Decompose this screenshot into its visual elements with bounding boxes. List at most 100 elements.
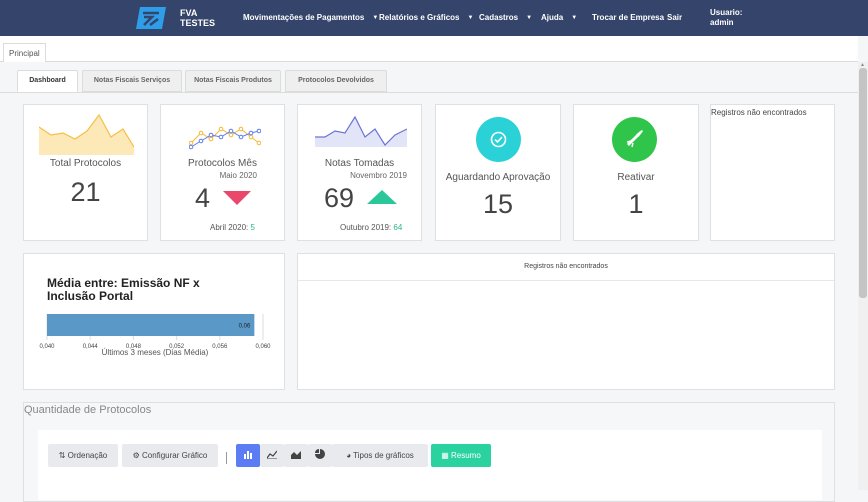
button-label: Tipos de gráficos — [353, 451, 414, 460]
company-logo-icon[interactable] — [134, 5, 168, 31]
menu-trocar-empresa[interactable]: Trocar de Empresa — [592, 13, 664, 22]
registros-panel: Registros não encontrados — [297, 253, 835, 390]
empty-message: Registros não encontrados — [524, 263, 608, 270]
menu-label: Cadastros — [479, 13, 519, 22]
table-icon: ▦ — [441, 451, 449, 460]
pie-chart-button[interactable] — [308, 444, 332, 467]
tipos-graficos-button[interactable]: ◕ Tipos de gráficos — [332, 444, 428, 467]
card-value: 1 — [628, 189, 644, 219]
line-chart-button[interactable] — [260, 444, 284, 467]
card-previous: Outubro 2019: 64 — [340, 223, 402, 232]
card-registros: Registros não encontrados — [710, 104, 835, 241]
brand-name: FVA TESTES — [180, 8, 215, 28]
card-title: Total Protocolos — [49, 158, 122, 169]
section-title: Quantidade de Protocolos — [24, 404, 152, 416]
gear-icon: ⚙ — [132, 451, 140, 460]
sort-icon: ⇅ — [58, 451, 66, 460]
previous-label: Outubro 2019: — [340, 223, 392, 232]
chart-xlabel: Últimos 3 meses (Dias Média) — [101, 348, 209, 357]
card-title: Reativar — [617, 172, 655, 183]
user-name: admin — [710, 18, 734, 27]
menu-relatorios[interactable]: Relatórios e Gráficos ▼ — [379, 13, 473, 22]
page-scrollbar[interactable]: ▲ — [858, 62, 868, 490]
menu-label: Trocar de Empresa — [592, 13, 665, 22]
previous-value: 5 — [250, 223, 255, 232]
bar-chart-button[interactable] — [236, 444, 260, 467]
card-title: Protocolos Mês — [188, 158, 257, 169]
menu-ajuda[interactable]: Ajuda ▼ — [541, 13, 577, 22]
caret-down-icon: ▼ — [526, 15, 533, 21]
menu-sair[interactable]: Sair — [667, 13, 682, 22]
card-total-protocolos[interactable]: Total Protocolos 21 — [23, 104, 148, 241]
configurar-grafico-button[interactable]: ⚙ Configurar Gráfico — [122, 444, 218, 467]
user-label: Usuario: — [710, 8, 743, 17]
card-notas-tomadas[interactable]: Notas Tomadas Novembro 2019 69 Outubro 2… — [297, 104, 422, 241]
sparkline-line-chart — [189, 126, 261, 150]
menu-label: Ajuda — [541, 13, 564, 22]
tick-label: 0,060 — [255, 344, 271, 350]
card-media-chart: Média entre: Emissão NF x Inclusão Porta… — [23, 253, 285, 390]
button-label: Resumo — [451, 451, 481, 460]
card-title: Notas Tomadas — [324, 158, 395, 169]
check-circle-icon — [476, 117, 521, 162]
empty-message: Registros não encontrados — [711, 108, 807, 117]
previous-value: 64 — [393, 223, 403, 232]
subtab-divider — [0, 92, 858, 93]
card-value: 15 — [482, 189, 514, 219]
dashboard-content: Dashboard Notas Fiscais Serviços Notas F… — [0, 62, 858, 502]
card-reativar[interactable]: Reativar 1 — [573, 104, 699, 241]
pie-chart-icon: ◕ — [346, 451, 352, 460]
card-value: 21 — [70, 177, 101, 207]
card-previous: Abril 2020: 5 — [210, 223, 255, 232]
card-value: 4 — [195, 183, 211, 213]
scrollbar-thumb[interactable] — [859, 68, 867, 298]
user-info[interactable]: Usuario: admin — [710, 8, 742, 28]
main-tab-divider — [0, 61, 858, 62]
toolbar-separator — [226, 452, 227, 464]
chart-toolbar-area: ⇅ Ordenação ⚙ Configurar Gráfico — [38, 430, 822, 500]
resumo-button[interactable]: ▦ Resumo — [431, 444, 491, 467]
caret-down-icon: ▼ — [467, 15, 474, 21]
tab-notas-produtos[interactable]: Notas Fiscais Produtos — [185, 70, 281, 92]
card-aguardando-aprovacao[interactable]: Aguardando Aprovação 15 — [435, 104, 561, 241]
tab-principal[interactable]: Principal — [3, 43, 46, 62]
ordenacao-button[interactable]: ⇅ Ordenação — [48, 444, 118, 467]
pie-chart-icon — [315, 449, 325, 459]
media-bar-chart: 0,06 0,040 0,044 0,048 0,052 0,056 0,060 — [39, 314, 271, 350]
button-label: Ordenação — [67, 451, 108, 460]
menu-label: Relatórios e Gráficos — [379, 13, 460, 22]
line-chart-icon — [266, 450, 278, 460]
tick-label: 0,052 — [169, 344, 185, 350]
caret-down-icon: ▼ — [372, 15, 379, 21]
tick-label: 0,056 — [212, 344, 228, 350]
tab-protocolos-devolvidos[interactable]: Protocolos Devolvidos — [285, 70, 387, 92]
menu-label: Sair — [667, 13, 683, 22]
tick-label: 0,040 — [39, 344, 55, 350]
card-protocolos-mes[interactable]: Protocolos Mês Maio 2020 4 Abril 2020: 5 — [160, 104, 285, 241]
brand-line-2: TESTES — [180, 18, 216, 28]
page-container: Principal Dashboard Notas Fiscais Serviç… — [0, 36, 858, 502]
scroll-up-icon[interactable]: ▲ — [860, 62, 865, 68]
rocket-icon — [612, 117, 657, 162]
area-chart-button[interactable] — [284, 444, 308, 467]
top-navbar: FVA TESTES Movimentações de Pagamentos ▼ … — [0, 0, 868, 36]
menu-cadastros[interactable]: Cadastros ▼ — [479, 13, 532, 22]
arrow-down-icon — [223, 191, 251, 205]
menu-movimentacoes[interactable]: Movimentações de Pagamentos ▼ — [243, 13, 378, 22]
card-value: 69 — [324, 183, 355, 213]
previous-label: Abril 2020: — [210, 223, 249, 232]
tab-dashboard[interactable]: Dashboard — [17, 70, 78, 92]
area-chart-icon — [291, 451, 301, 459]
sparkline-area-chart — [39, 113, 134, 155]
tab-notas-servicos[interactable]: Notas Fiscais Serviços — [82, 70, 182, 92]
menu-label: Movimentações de Pagamentos — [243, 13, 365, 22]
button-label: Configurar Gráfico — [142, 451, 208, 460]
card-period: Maio 2020 — [219, 171, 257, 180]
brand-line-1: FVA — [180, 8, 198, 18]
card-title: Aguardando Aprovação — [445, 172, 551, 183]
card-quantidade-protocolos: Quantidade de Protocolos ⇅ Ordenação ⚙ C… — [23, 402, 835, 502]
panel-divider — [298, 280, 834, 281]
sparkline-area-chart — [315, 115, 407, 147]
card-period: Novembro 2019 — [350, 171, 407, 180]
caret-down-icon: ▼ — [571, 15, 578, 21]
